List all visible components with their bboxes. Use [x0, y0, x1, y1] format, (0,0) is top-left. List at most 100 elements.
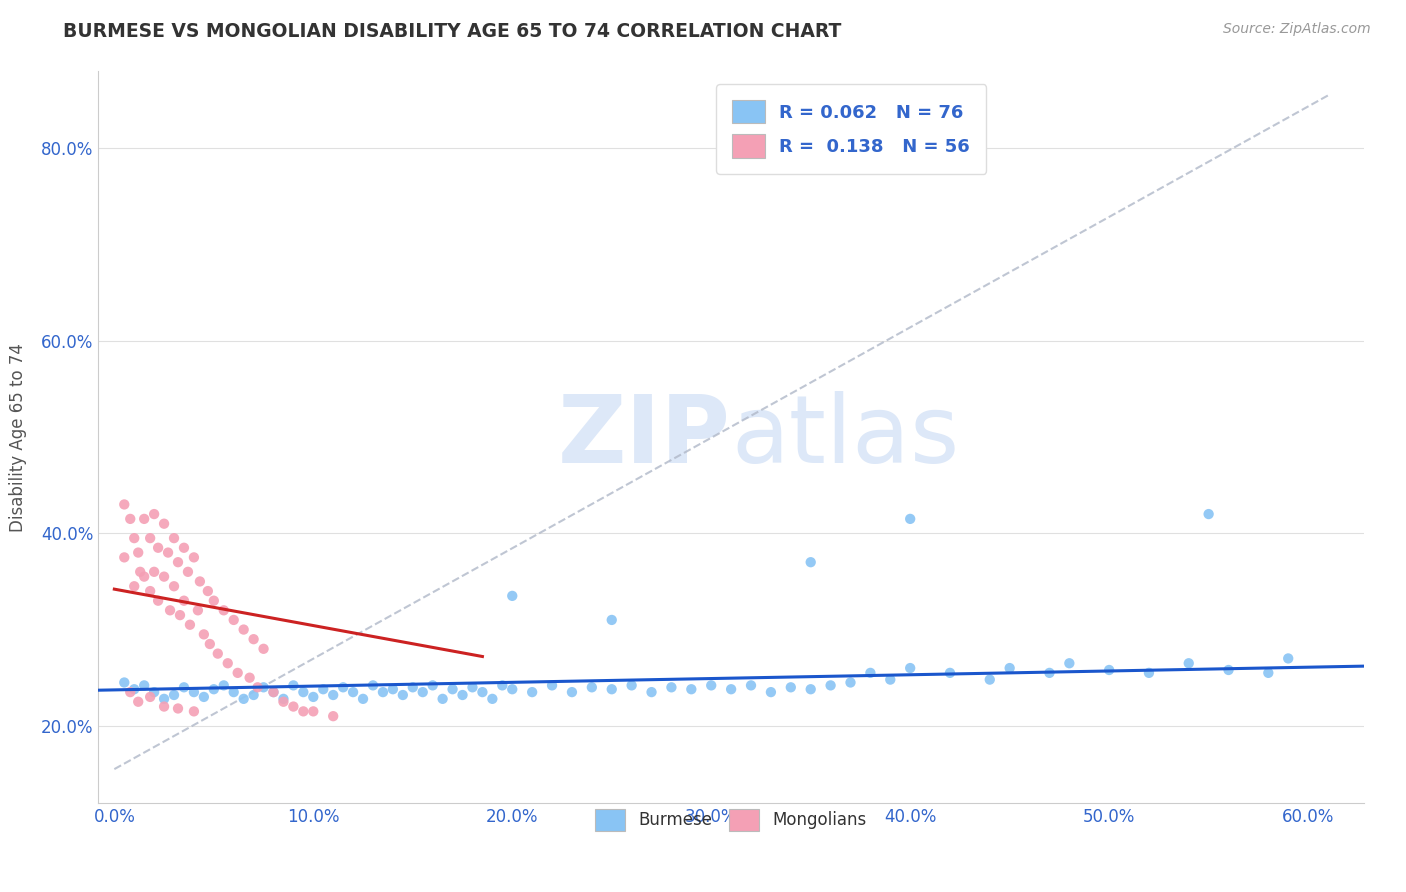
Point — [222, 613, 245, 627]
Point — [153, 569, 176, 583]
Point — [202, 593, 225, 607]
Point — [620, 678, 643, 692]
Point — [520, 685, 543, 699]
Point — [939, 665, 962, 680]
Point — [159, 603, 181, 617]
Point — [183, 705, 205, 719]
Point — [163, 688, 186, 702]
Point — [661, 681, 683, 695]
Text: Source: ZipAtlas.com: Source: ZipAtlas.com — [1223, 22, 1371, 37]
Point — [179, 617, 201, 632]
Point — [312, 682, 335, 697]
Point — [681, 682, 703, 697]
Point — [759, 685, 782, 699]
Point — [232, 691, 254, 706]
Point — [302, 690, 325, 704]
Point — [371, 685, 394, 699]
Point — [461, 681, 484, 695]
Point — [800, 555, 823, 569]
Point — [332, 681, 354, 695]
Point — [212, 603, 235, 617]
Point — [242, 632, 264, 647]
Point — [700, 678, 723, 692]
Point — [153, 699, 176, 714]
Point — [187, 603, 209, 617]
Point — [422, 678, 444, 692]
Point — [600, 682, 623, 697]
Point — [342, 685, 364, 699]
Point — [242, 688, 264, 702]
Point — [129, 565, 152, 579]
Point — [173, 593, 195, 607]
Point — [139, 531, 162, 545]
Point — [302, 705, 325, 719]
Point — [212, 678, 235, 692]
Text: atlas: atlas — [731, 391, 959, 483]
Point — [139, 690, 162, 704]
Text: BURMESE VS MONGOLIAN DISABILITY AGE 65 TO 74 CORRELATION CHART: BURMESE VS MONGOLIAN DISABILITY AGE 65 T… — [63, 22, 842, 41]
Point — [183, 685, 205, 699]
Point — [471, 685, 494, 699]
Point — [800, 682, 823, 697]
Point — [153, 691, 176, 706]
Point — [491, 678, 513, 692]
Point — [412, 685, 434, 699]
Point — [127, 695, 149, 709]
Point — [998, 661, 1021, 675]
Point — [581, 681, 603, 695]
Point — [153, 516, 176, 531]
Point — [169, 608, 191, 623]
Point — [979, 673, 1001, 687]
Point — [600, 613, 623, 627]
Point — [134, 512, 156, 526]
Point — [879, 673, 901, 687]
Point — [283, 699, 305, 714]
Point — [193, 627, 215, 641]
Point — [898, 661, 921, 675]
Point — [451, 688, 474, 702]
Point — [146, 593, 169, 607]
Point — [1198, 507, 1220, 521]
Point — [432, 691, 454, 706]
Point — [561, 685, 583, 699]
Point — [322, 688, 344, 702]
Point — [1137, 665, 1160, 680]
Point — [273, 695, 295, 709]
Point — [541, 678, 564, 692]
Point — [120, 685, 142, 699]
Point — [173, 681, 195, 695]
Point — [779, 681, 801, 695]
Point — [197, 584, 219, 599]
Point — [112, 498, 135, 512]
Point — [143, 565, 166, 579]
Point — [392, 688, 415, 702]
Point — [283, 678, 305, 692]
Point — [501, 589, 523, 603]
Point — [134, 678, 156, 692]
Point — [207, 647, 229, 661]
Point — [134, 569, 156, 583]
Point — [501, 682, 523, 697]
Point — [1059, 657, 1081, 671]
Y-axis label: Disability Age 65 to 74: Disability Age 65 to 74 — [10, 343, 27, 532]
Point — [263, 685, 285, 699]
Point — [188, 574, 211, 589]
Point — [163, 531, 186, 545]
Point — [1257, 665, 1279, 680]
Legend: Burmese, Mongolians: Burmese, Mongolians — [581, 794, 882, 846]
Point — [292, 685, 315, 699]
Point — [1277, 651, 1299, 665]
Point — [232, 623, 254, 637]
Point — [263, 685, 285, 699]
Point — [322, 709, 344, 723]
Point — [146, 541, 169, 555]
Point — [139, 584, 162, 599]
Point — [222, 685, 245, 699]
Point — [740, 678, 762, 692]
Point — [292, 705, 315, 719]
Point — [1038, 665, 1060, 680]
Point — [127, 545, 149, 559]
Point — [120, 512, 142, 526]
Point — [481, 691, 503, 706]
Point — [226, 665, 249, 680]
